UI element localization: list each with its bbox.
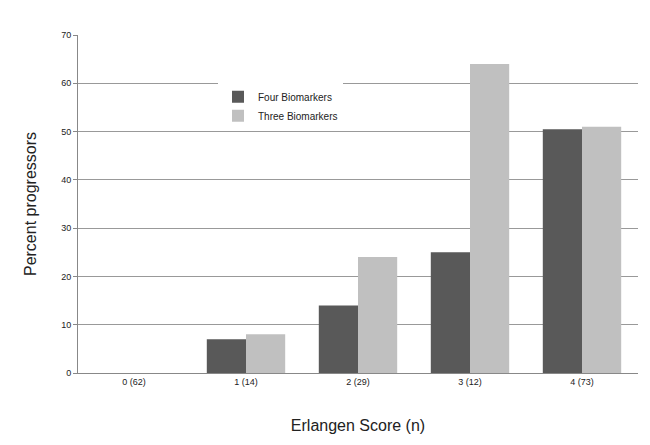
svg-text:20: 20 xyxy=(61,272,71,282)
svg-text:Four Biomarkers: Four Biomarkers xyxy=(258,92,332,103)
svg-text:40: 40 xyxy=(61,175,71,185)
svg-text:Erlangen Score (n): Erlangen Score (n) xyxy=(291,417,425,434)
svg-text:Percent progressors: Percent progressors xyxy=(22,132,39,276)
svg-text:2 (29): 2 (29) xyxy=(346,377,370,387)
svg-text:60: 60 xyxy=(61,78,71,88)
svg-text:70: 70 xyxy=(61,30,71,40)
svg-text:0: 0 xyxy=(66,368,71,378)
svg-text:30: 30 xyxy=(61,223,71,233)
svg-text:1 (14): 1 (14) xyxy=(234,377,258,387)
svg-text:4 (73): 4 (73) xyxy=(570,377,594,387)
svg-text:Three Biomarkers: Three Biomarkers xyxy=(258,111,337,122)
svg-text:10: 10 xyxy=(61,320,71,330)
svg-text:0 (62): 0 (62) xyxy=(122,377,146,387)
svg-text:3 (12): 3 (12) xyxy=(458,377,482,387)
svg-text:50: 50 xyxy=(61,127,71,137)
